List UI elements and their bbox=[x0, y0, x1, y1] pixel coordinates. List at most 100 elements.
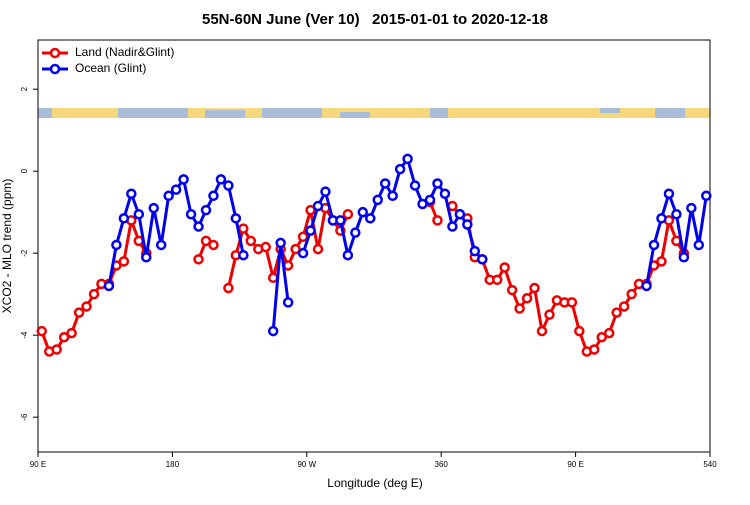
map-strip bbox=[38, 108, 710, 118]
data-point bbox=[103, 280, 115, 292]
data-point bbox=[536, 325, 548, 337]
data-point bbox=[88, 288, 100, 300]
data-point bbox=[267, 325, 279, 337]
data-point bbox=[462, 219, 473, 230]
x-tick-label: 90 E bbox=[567, 460, 583, 469]
data-point bbox=[238, 249, 249, 261]
data-point bbox=[260, 241, 271, 253]
data-point bbox=[357, 206, 369, 218]
data-point bbox=[193, 254, 204, 265]
data-point bbox=[312, 200, 324, 212]
data-point bbox=[618, 301, 630, 312]
data-point bbox=[447, 221, 458, 232]
x-tick-label: 540 bbox=[703, 460, 717, 469]
data-point bbox=[230, 213, 242, 224]
data-point bbox=[305, 225, 316, 236]
data-point bbox=[282, 297, 294, 308]
data-point bbox=[454, 208, 466, 220]
data-point bbox=[656, 213, 667, 224]
data-point bbox=[148, 202, 159, 214]
data-point bbox=[417, 198, 428, 210]
data-point bbox=[297, 247, 309, 259]
y-axis-label: XCO2 - MLO trend (ppm) bbox=[0, 179, 14, 314]
data-point bbox=[656, 256, 667, 267]
data-point bbox=[223, 180, 234, 191]
data-point bbox=[402, 153, 413, 165]
data-point bbox=[335, 215, 346, 226]
data-point bbox=[469, 245, 481, 257]
data-point bbox=[686, 202, 697, 214]
x-tick-label: 360 bbox=[435, 460, 449, 469]
data-point bbox=[118, 213, 130, 224]
data-point bbox=[81, 301, 92, 312]
data-point bbox=[238, 223, 249, 234]
data-point bbox=[36, 325, 47, 337]
data-point bbox=[566, 297, 578, 308]
data-point bbox=[424, 194, 436, 206]
data-point bbox=[611, 307, 622, 318]
data-point bbox=[290, 243, 301, 255]
data-point bbox=[394, 163, 406, 175]
data-point bbox=[66, 327, 77, 339]
data-point bbox=[141, 252, 152, 263]
data-point bbox=[73, 307, 85, 318]
series-line bbox=[40, 218, 148, 354]
x-tick-label: 180 bbox=[166, 460, 180, 469]
data-point bbox=[379, 178, 391, 189]
data-point bbox=[529, 282, 540, 294]
y-tick-label: 2 bbox=[20, 86, 29, 91]
data-point bbox=[521, 293, 533, 304]
data-point bbox=[350, 227, 361, 238]
data-point bbox=[477, 254, 488, 265]
data-point bbox=[163, 190, 174, 202]
data-point bbox=[178, 174, 189, 185]
data-point bbox=[663, 188, 675, 199]
data-point bbox=[208, 239, 219, 251]
data-point bbox=[275, 237, 286, 249]
data-point bbox=[626, 288, 637, 300]
legend-marker bbox=[49, 63, 61, 75]
data-point bbox=[133, 208, 145, 220]
y-tick-label: -2 bbox=[20, 249, 29, 257]
y-tick-label: -4 bbox=[20, 331, 29, 339]
data-point bbox=[574, 325, 585, 337]
data-point bbox=[208, 190, 219, 202]
data-point bbox=[387, 190, 398, 202]
data-point bbox=[701, 190, 712, 202]
data-point bbox=[320, 186, 331, 197]
data-point bbox=[693, 239, 705, 251]
data-point bbox=[409, 180, 421, 191]
series-line bbox=[271, 241, 290, 332]
data-point bbox=[603, 327, 615, 339]
data-point bbox=[342, 208, 354, 220]
legend-marker bbox=[49, 47, 61, 59]
data-point bbox=[155, 239, 167, 251]
data-point bbox=[589, 344, 600, 355]
data-point bbox=[245, 235, 257, 247]
data-point bbox=[51, 344, 62, 355]
legend-label: Land (Nadir&Glint) bbox=[75, 45, 174, 59]
data-point bbox=[200, 235, 212, 247]
data-point bbox=[297, 231, 309, 243]
data-point bbox=[641, 280, 652, 292]
chart-title: 55N-60N June (Ver 10) 2015-01-01 to 2020… bbox=[202, 11, 548, 28]
data-point bbox=[678, 252, 690, 263]
data-point bbox=[342, 249, 354, 261]
data-point bbox=[58, 331, 70, 343]
x-axis-label: Longitude (deg E) bbox=[327, 476, 422, 490]
data-point bbox=[111, 239, 122, 251]
data-point bbox=[432, 215, 443, 226]
y-tick-label: -6 bbox=[20, 413, 29, 421]
data-point bbox=[223, 282, 234, 294]
data-point bbox=[491, 274, 503, 286]
data-point bbox=[305, 204, 316, 216]
data-point bbox=[185, 208, 197, 220]
data-point bbox=[118, 256, 130, 267]
data-point bbox=[215, 174, 227, 185]
data-point bbox=[544, 309, 555, 320]
data-point bbox=[671, 208, 682, 220]
x-tick-label: 90 E bbox=[30, 460, 46, 469]
data-point bbox=[126, 188, 137, 199]
data-point bbox=[596, 331, 607, 343]
